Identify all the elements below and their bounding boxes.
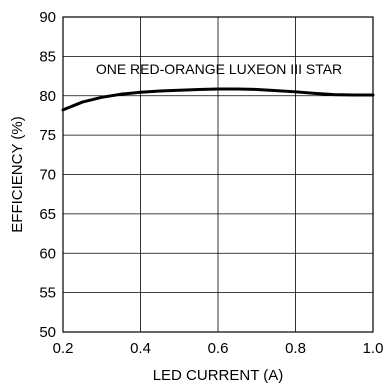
tick-layer: 0.2 0.4 0.6 0.8 1.0 50 55 60 65 70 75 80 85 90 (39, 9, 383, 357)
y-tick-label: 85 (39, 48, 56, 65)
x-axis-label: LED CURRENT (A) (153, 367, 284, 384)
y-tick-label: 90 (39, 9, 56, 26)
y-tick-label: 80 (39, 88, 56, 105)
y-tick-label: 65 (39, 206, 56, 223)
y-tick-label: 50 (39, 324, 56, 341)
x-tick-label: 0.8 (285, 340, 306, 357)
efficiency-series-line (61, 87, 375, 112)
chart-annotation: ONE RED-ORANGE LUXEON III STAR (96, 61, 342, 77)
grid-layer (63, 17, 373, 332)
y-axis-label: EFFICIENCY (%) (9, 116, 26, 232)
y-tick-label: 55 (39, 285, 56, 302)
y-tick-label: 75 (39, 127, 56, 144)
plot-frame (62, 16, 374, 333)
series-layer (61, 87, 375, 112)
x-tick-label: 0.4 (130, 340, 151, 357)
x-tick-label: 1.0 (363, 340, 384, 357)
y-tick-label: 70 (39, 167, 56, 184)
x-tick-label: 0.2 (53, 340, 74, 357)
x-tick-label: 0.6 (208, 340, 229, 357)
y-tick-label: 60 (39, 245, 56, 262)
